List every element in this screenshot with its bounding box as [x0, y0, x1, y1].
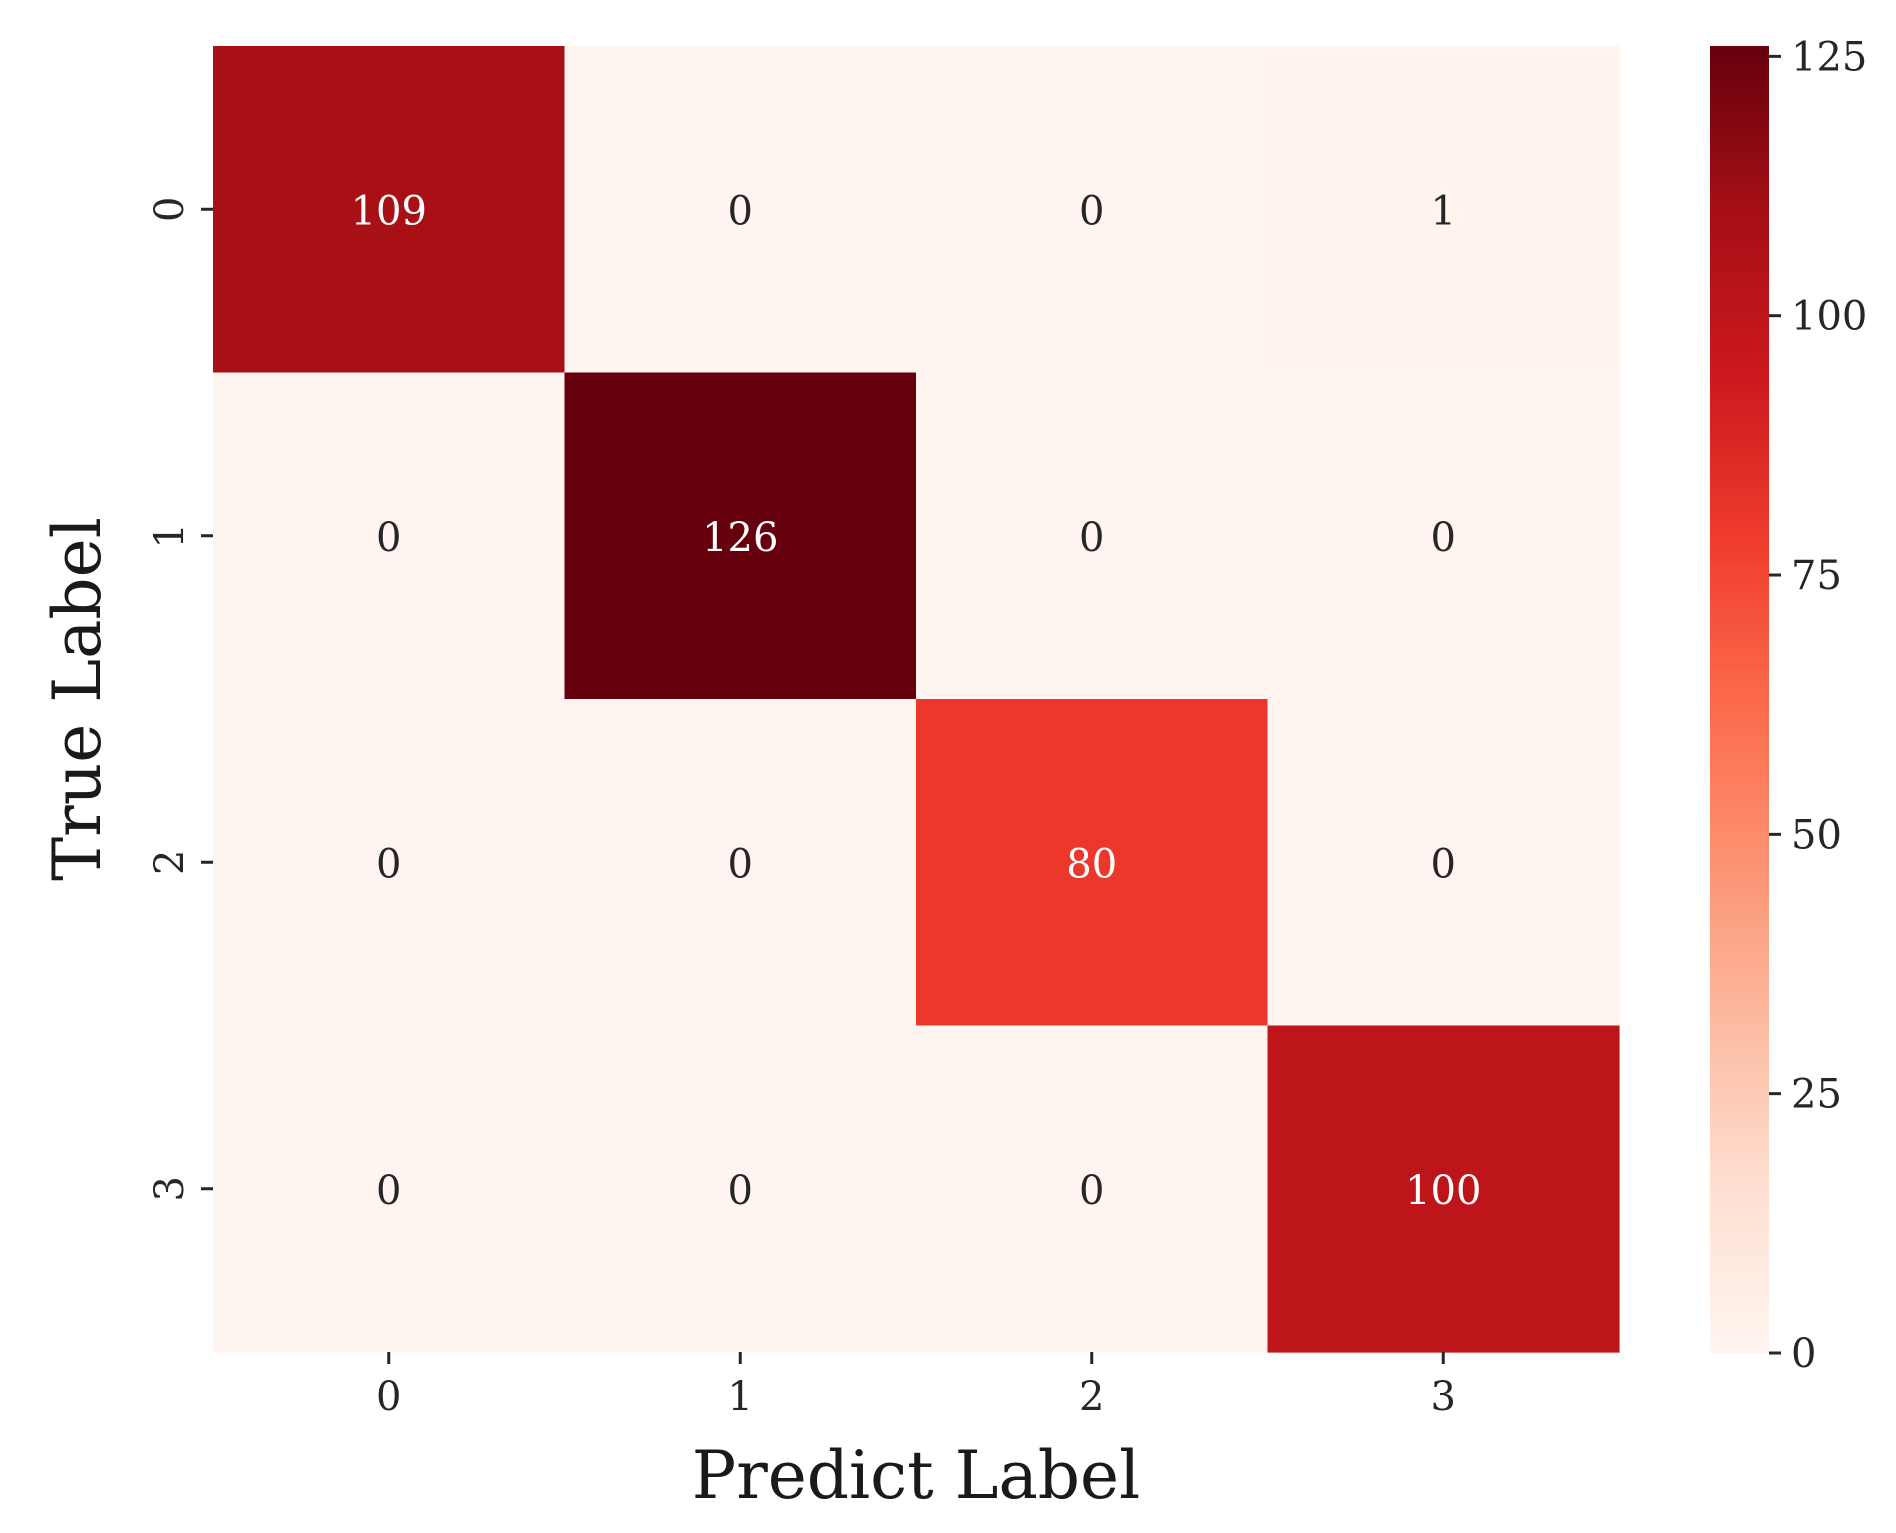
cell-value-label-3-1: 0 — [728, 1168, 753, 1214]
heatmap-cell-3-1 — [564, 1025, 917, 1353]
y-axis-title: True Label — [39, 517, 116, 881]
x-axis-title: Predict Label — [692, 1437, 1140, 1514]
heatmap-cell-0-1 — [564, 46, 917, 374]
cell-value-label-2-3: 0 — [1431, 841, 1456, 887]
cell-value-label-2-0: 0 — [376, 841, 401, 887]
heatmap-cell-1-3 — [1267, 372, 1620, 700]
cell-value-label-1-1: 126 — [702, 515, 778, 561]
cell-value-label-2-1: 0 — [728, 841, 753, 887]
heatmap-cell-1-2 — [916, 372, 1269, 700]
cell-value-label-3-2: 0 — [1079, 1168, 1104, 1214]
y-tick-label-3: 3 — [147, 1176, 193, 1201]
colorbar-tick-label-3: 75 — [1791, 553, 1842, 599]
x-tick-label-0: 0 — [376, 1374, 401, 1420]
y-tick-label-2: 2 — [147, 850, 193, 875]
y-tick-label-0: 0 — [147, 197, 193, 222]
heatmap-cell-3-3 — [1267, 1025, 1620, 1353]
x-tick-label-3: 3 — [1431, 1374, 1456, 1420]
heatmap-cell-3-0 — [213, 1025, 566, 1353]
colorbar-tick-label-4: 100 — [1791, 294, 1867, 340]
cell-value-label-0-0: 109 — [351, 188, 427, 234]
y-axis: 0 1 2 3 — [147, 197, 213, 1201]
colorbar-tick-label-5: 125 — [1791, 34, 1867, 80]
colorbar-tick-label-1: 25 — [1791, 1072, 1842, 1118]
heatmap-cell-2-3 — [1267, 699, 1620, 1027]
heatmap-cell-2-1 — [564, 699, 917, 1027]
heatmap-cell-2-2 — [916, 699, 1269, 1027]
x-tick-label-2: 2 — [1079, 1374, 1104, 1420]
heatmap-cell-2-0 — [213, 699, 566, 1027]
heatmap-cells — [213, 46, 1620, 1353]
cell-value-label-1-3: 0 — [1431, 515, 1456, 561]
heatmap-cell-1-0 — [213, 372, 566, 700]
colorbar: 0 25 50 75 100 125 — [1710, 34, 1867, 1377]
colorbar-tick-label-0: 0 — [1791, 1331, 1816, 1377]
cell-value-label-3-3: 100 — [1405, 1168, 1481, 1214]
heatmap-cell-3-2 — [916, 1025, 1269, 1353]
x-axis: 0 1 2 3 — [376, 1352, 1456, 1420]
cell-value-label-0-1: 0 — [728, 188, 753, 234]
heatmap-cell-1-1 — [564, 372, 917, 700]
y-tick-label-1: 1 — [147, 523, 193, 548]
cell-value-label-1-0: 0 — [376, 515, 401, 561]
cell-value-label-0-3: 1 — [1431, 188, 1456, 234]
heatmap-cell-0-2 — [916, 46, 1269, 374]
cell-value-label-0-2: 0 — [1079, 188, 1104, 234]
cell-value-label-2-2: 80 — [1066, 841, 1117, 887]
heatmap-cell-labels: 109 0 0 1 0 126 0 0 0 0 80 0 0 0 0 100 — [351, 188, 1482, 1214]
heatmap-cell-0-0 — [213, 46, 566, 374]
colorbar-tick-label-2: 50 — [1791, 812, 1842, 858]
x-tick-label-1: 1 — [728, 1374, 753, 1420]
cell-value-label-1-2: 0 — [1079, 515, 1104, 561]
colorbar-gradient — [1710, 46, 1769, 1353]
cell-value-label-3-0: 0 — [376, 1168, 401, 1214]
heatmap-cell-0-3 — [1267, 46, 1620, 374]
